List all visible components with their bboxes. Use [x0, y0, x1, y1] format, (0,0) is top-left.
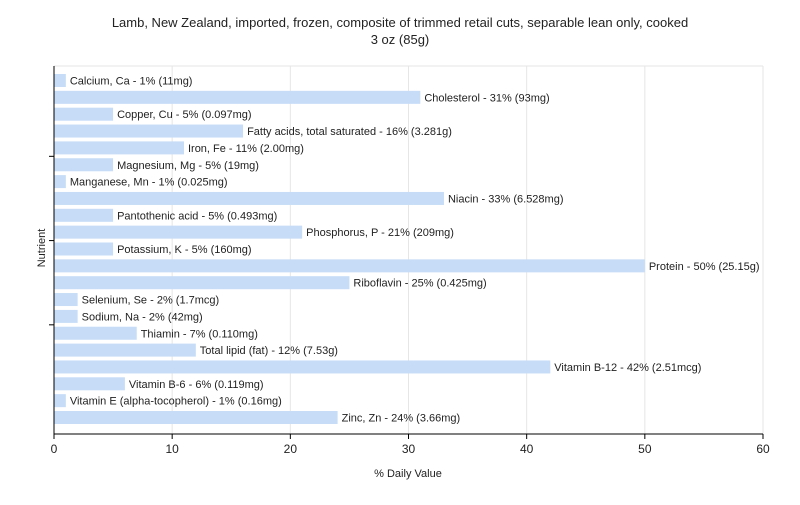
- x-tick-label: 60: [756, 442, 770, 456]
- bar-label: Calcium, Ca - 1% (11mg): [70, 76, 193, 88]
- bar: [54, 343, 196, 357]
- x-tick-label: 0: [51, 442, 58, 456]
- chart-subtitle: 3 oz (85g): [371, 32, 430, 47]
- bar-label: Vitamin E (alpha-tocopherol) - 1% (0.16m…: [70, 396, 282, 408]
- bar-label: Potassium, K - 5% (160mg): [117, 244, 252, 256]
- bar-label: Niacin - 33% (6.528mg): [448, 193, 564, 205]
- x-axis-label: % Daily Value: [374, 468, 442, 480]
- bar: [54, 360, 551, 374]
- bar: [54, 242, 114, 256]
- bar: [54, 309, 78, 323]
- bar-label: Zinc, Zn - 24% (3.66mg): [342, 413, 461, 425]
- bar: [54, 225, 303, 239]
- bar: [54, 107, 114, 121]
- bar: [54, 326, 137, 340]
- bar: [54, 175, 66, 189]
- bar-label: Thiamin - 7% (0.110mg): [141, 328, 258, 340]
- bar: [54, 90, 421, 104]
- bar: [54, 191, 444, 205]
- bar: [54, 208, 114, 222]
- bar-label: Copper, Cu - 5% (0.097mg): [117, 109, 252, 121]
- x-tick-label: 20: [284, 442, 298, 456]
- bar-label: Vitamin B-12 - 42% (2.51mcg): [554, 362, 701, 374]
- bar-label: Phosphorus, P - 21% (209mg): [306, 227, 454, 239]
- bar-label: Total lipid (fat) - 12% (7.53g): [200, 345, 338, 357]
- bar: [54, 74, 66, 87]
- bar: [54, 276, 350, 290]
- bar-label: Selenium, Se - 2% (1.7mcg): [82, 295, 220, 307]
- bar-label: Fatty acids, total saturated - 16% (3.28…: [247, 126, 452, 138]
- bar: [54, 141, 184, 155]
- bar-label: Cholesterol - 31% (93mg): [424, 92, 549, 104]
- bar: [54, 411, 338, 424]
- bar: [54, 158, 114, 172]
- x-tick-label: 40: [520, 442, 534, 456]
- x-tick-label: 50: [638, 442, 652, 456]
- bar: [54, 259, 645, 273]
- bar-label: Protein - 50% (25.15g): [649, 261, 760, 273]
- bar: [54, 124, 244, 138]
- bar: [54, 394, 66, 408]
- axes: 0 10 20 30 40 50 60: [49, 66, 770, 456]
- x-tick-label: 10: [165, 442, 179, 456]
- bar-label: Magnesium, Mg - 5% (19mg): [117, 160, 259, 172]
- bar-label: Vitamin B-6 - 6% (0.119mg): [129, 379, 264, 391]
- chart-title: Lamb, New Zealand, imported, frozen, com…: [112, 15, 688, 30]
- bar: [54, 293, 78, 307]
- bar-label: Iron, Fe - 11% (2.00mg): [188, 143, 304, 155]
- y-axis-label: Nutrient: [36, 229, 48, 268]
- bar-label: Sodium, Na - 2% (42mg): [82, 311, 203, 323]
- bar-label: Riboflavin - 25% (0.425mg): [353, 278, 486, 290]
- bars: Calcium, Ca - 1% (11mg) Cholesterol - 31%…: [54, 74, 760, 425]
- bar-label: Pantothenic acid - 5% (0.493mg): [117, 210, 277, 222]
- x-tick-label: 30: [402, 442, 416, 456]
- bar-label: Manganese, Mn - 1% (0.025mg): [70, 177, 228, 189]
- bar: [54, 377, 125, 391]
